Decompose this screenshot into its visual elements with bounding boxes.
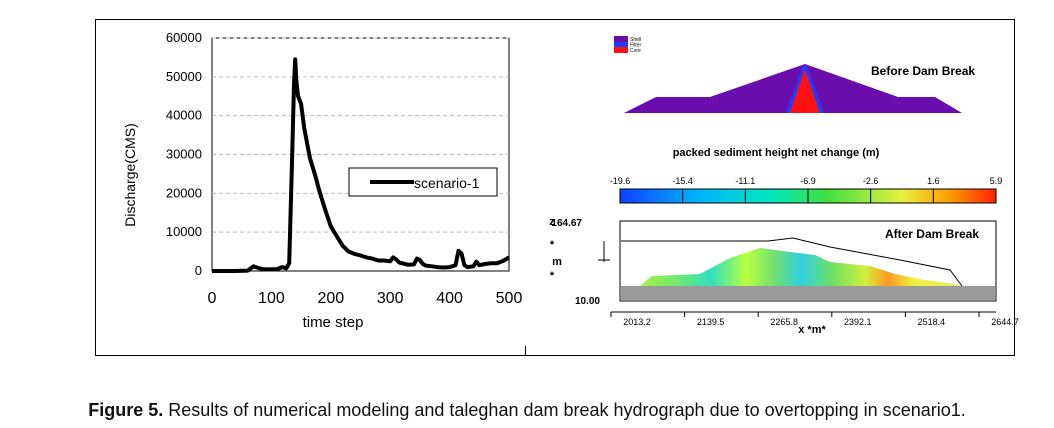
x-tick-label: 0 [208,290,217,307]
dam-core [790,69,820,113]
z-label-star2: * [550,270,555,282]
after-x-tick-label: 2518.4 [918,317,946,327]
figure-frame-divider [525,346,526,356]
colorbar-tick-label: -15.4 [672,176,693,186]
legend-label-shell: Shell [630,37,641,43]
y-bottom-label: 10.00 [575,296,600,307]
hydrograph-chart: 0 10000 20000 30000 40000 50000 60000 0 100 200 3… [122,30,522,331]
y-top-label: 164.67 [551,218,582,229]
series-line-scenario-1 [212,57,511,273]
after-x-tick-label: 2392.1 [844,317,872,327]
figure-frame-right [1014,19,1015,356]
grid-lines [212,37,509,233]
caption-label: Figure 5. [88,400,164,420]
y-tick-label: 0 [195,263,202,278]
sediment-deposit [640,248,962,286]
figure-frame-top [95,19,1015,20]
colorbar-tick-label: -6.9 [800,176,816,186]
dam-before-panel: Shell Filter Core Before Dam Break [614,36,975,113]
dam-after-panel: After Dam Break 164.67 10.00 z * m * 201… [549,216,1019,336]
y-tick-label: 30000 [166,147,202,162]
foundation-layer [621,286,995,300]
z-label-star1: * [550,239,555,251]
after-x-tick-label: 2139.5 [697,317,725,327]
after-dam-title: After Dam Break [885,227,979,241]
x-tick-label: 500 [496,290,523,307]
z-label-z: z [549,216,555,228]
colorbar-ticks: -19.6 -15.4 -11.1 -6.9 -2.6 1.6 5.9 [610,176,1003,203]
colorbar-tick-label: -19.6 [610,176,631,186]
legend-label-filter: Filter [630,43,641,49]
legend-label-core: Core [630,48,641,54]
y-tick-label: 60000 [166,30,202,45]
before-dam-title: Before Dam Break [871,64,975,78]
caption-text: Results of numerical modeling and talegh… [163,400,966,420]
after-x-tick-label: 2644.7 [991,317,1019,327]
dam-shell [624,64,962,113]
x-tick-label: 200 [317,290,344,307]
figure-caption: Figure 5. Results of numerical modeling … [0,400,1054,421]
figure-frame-left [95,19,96,356]
legend-swatch-core [614,47,628,53]
legend-label: scenario-1 [414,175,480,191]
z-label-m: m [552,256,562,268]
colorbar-tick-label: 1.6 [927,176,940,186]
sediment-colorbar: packed sediment height net change (m) -1… [610,147,1003,204]
legend: scenario-1 [348,167,498,197]
after-x-axis-label: x *m* [798,324,826,336]
y-axis-label: Discharge(CMS) [122,123,138,226]
colorbar-tick-label: -2.6 [863,176,879,186]
x-tick-label: 300 [377,290,404,307]
x-tick-labels: 0 100 200 300 400 500 [208,290,523,307]
x-tick-label: 400 [436,290,463,307]
y-tick-label: 10000 [166,224,202,239]
legend-swatch-filter [614,42,628,47]
after-x-tick-label: 2013.2 [623,317,651,327]
x-tick-label: 100 [258,290,285,307]
y-tick-label: 50000 [166,69,202,84]
after-x-tick-label: 2265.8 [770,317,798,327]
original-dam-profile [621,237,963,287]
colorbar-tick-label: 5.9 [990,176,1003,186]
colorbar-title: packed sediment height net change (m) [673,147,880,159]
colorbar-tick-label: -11.1 [735,176,755,186]
legend-swatch-shell [614,36,628,42]
figure-frame-bottom [95,355,1015,356]
y-tick-label: 40000 [166,108,202,123]
after-x-tick-labels: 2013.2 2139.5 2265.8 2392.1 2518.4 2644.7 [610,311,1019,327]
y-tick-label: 20000 [166,185,202,200]
y-tick-labels: 0 10000 20000 30000 40000 50000 60000 [166,30,202,278]
x-axis-label: time step [303,314,364,331]
